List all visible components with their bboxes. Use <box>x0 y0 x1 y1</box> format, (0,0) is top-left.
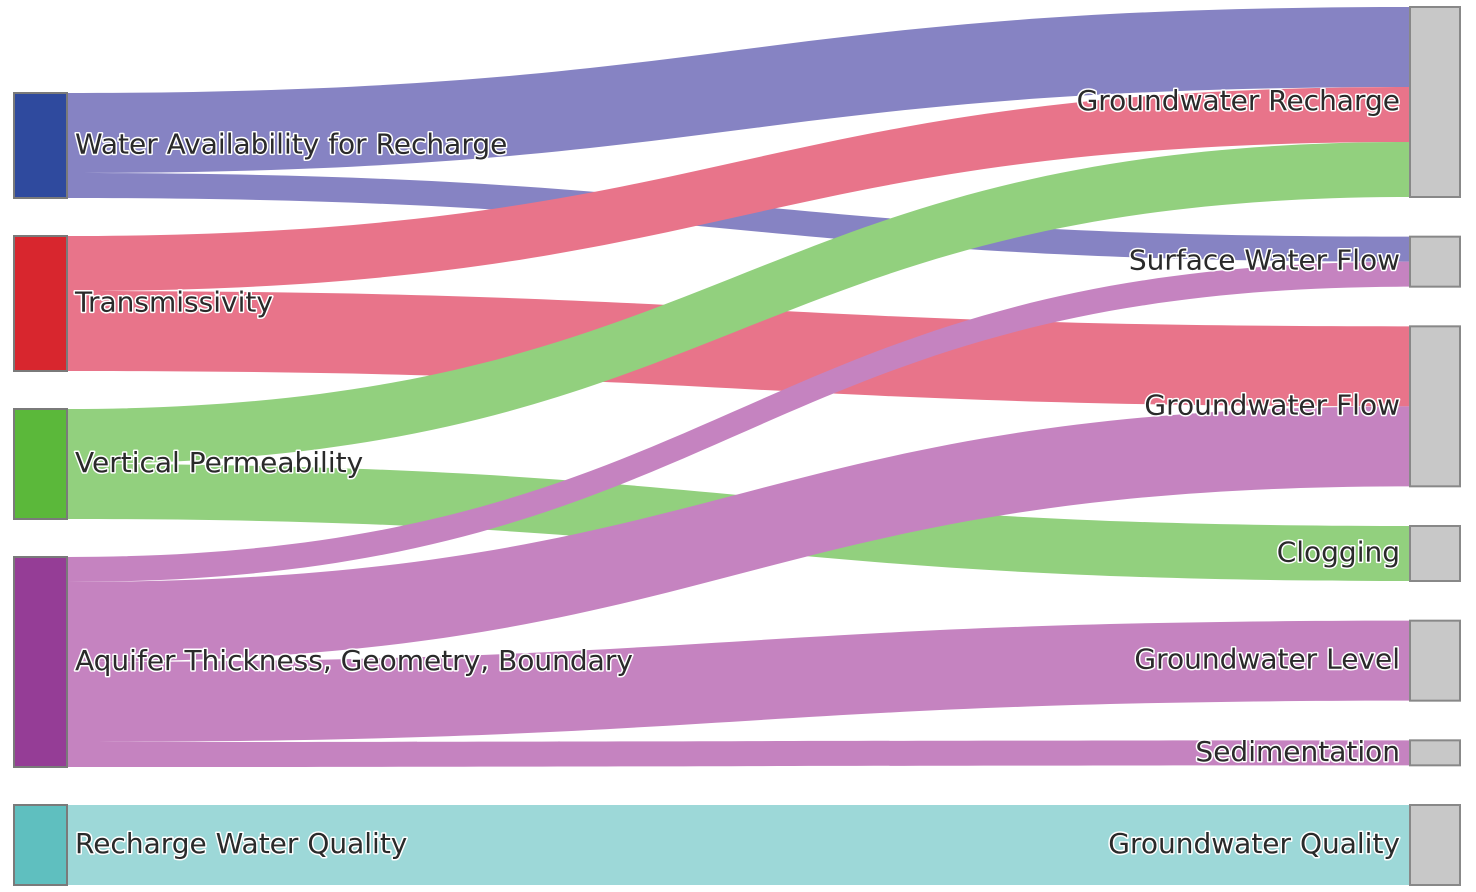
node <box>1409 525 1461 582</box>
node <box>1409 619 1461 702</box>
link <box>67 7 1410 173</box>
link <box>67 805 1410 885</box>
link <box>67 620 1410 742</box>
node <box>13 92 68 199</box>
node <box>13 408 68 520</box>
link <box>67 291 1410 407</box>
node-label: Water Availability for Recharge <box>75 128 507 161</box>
link <box>67 406 1410 662</box>
node <box>1409 235 1461 288</box>
link <box>67 87 1410 291</box>
node-label: Aquifer Thickness, Geometry, Boundary <box>75 644 633 677</box>
node <box>1409 325 1461 488</box>
node <box>13 556 68 768</box>
node <box>1409 6 1461 198</box>
link <box>67 740 1410 767</box>
node-label: Surface Water Flow <box>1129 244 1400 277</box>
node-label: Groundwater Level <box>1134 643 1400 676</box>
node-label: Groundwater Recharge <box>1077 84 1400 117</box>
node-label: Recharge Water Quality <box>75 827 407 860</box>
link <box>67 261 1410 582</box>
node <box>13 235 68 372</box>
node-label: Groundwater Quality <box>1108 827 1400 860</box>
link <box>67 142 1410 464</box>
node-label: Sedimentation <box>1195 735 1400 768</box>
node-label: Groundwater Flow <box>1144 388 1400 421</box>
node-label: Transmissivity <box>74 286 273 319</box>
node <box>13 804 68 886</box>
node <box>1409 739 1461 767</box>
node-label: Clogging <box>1277 536 1400 569</box>
node <box>1409 804 1461 886</box>
node-label: Vertical Permeability <box>75 446 363 479</box>
link <box>67 173 1410 262</box>
